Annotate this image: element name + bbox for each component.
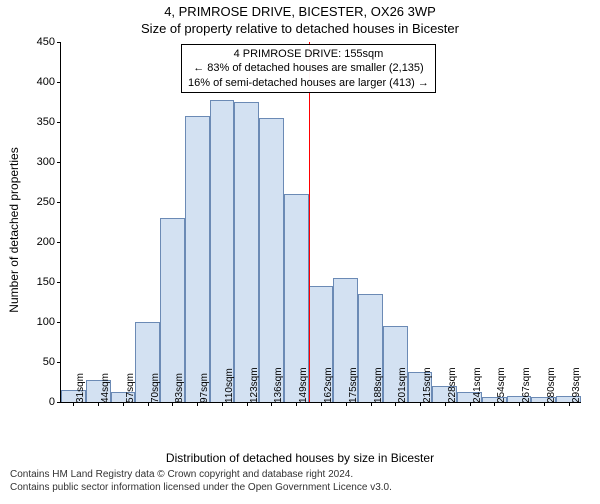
x-tick-label: 241sqm (472, 367, 483, 403)
x-tick-label: 254sqm (496, 367, 507, 403)
histogram-plot: 05010015020025030035040045031sqm44sqm57s… (60, 42, 581, 403)
x-tick-label: 123sqm (249, 367, 260, 403)
x-tick-label: 31sqm (75, 373, 86, 403)
y-tick-mark (57, 402, 61, 403)
x-tick-label: 136sqm (273, 367, 284, 403)
x-tick-label: 70sqm (150, 373, 161, 403)
footer-line-1: Contains HM Land Registry data © Crown c… (10, 469, 392, 482)
annotation-line-3: 16% of semi-detached houses are larger (… (188, 76, 429, 90)
y-tick-mark (57, 282, 61, 283)
x-tick-label: 162sqm (323, 367, 334, 403)
annotation-line-2: ← 83% of detached houses are smaller (2,… (188, 61, 429, 75)
histogram-bar (259, 118, 284, 402)
footer-attribution: Contains HM Land Registry data © Crown c… (10, 469, 392, 494)
x-axis-label: Distribution of detached houses by size … (0, 451, 600, 465)
x-tick-label: 149sqm (298, 367, 309, 403)
x-tick-label: 280sqm (546, 367, 557, 403)
y-tick-label: 0 (19, 396, 55, 408)
chart-title: 4, PRIMROSE DRIVE, BICESTER, OX26 3WP (0, 4, 600, 19)
y-tick-label: 350 (19, 116, 55, 128)
annotation-line-1: 4 PRIMROSE DRIVE: 155sqm (188, 47, 429, 61)
histogram-bar (210, 100, 235, 402)
x-tick-label: 201sqm (397, 367, 408, 403)
x-tick-label: 175sqm (348, 367, 359, 403)
x-tick-mark (123, 402, 124, 406)
x-tick-label: 110sqm (224, 368, 235, 403)
x-tick-mark (569, 402, 570, 406)
footer-line-2: Contains public sector information licen… (10, 482, 392, 495)
y-tick-mark (57, 202, 61, 203)
x-tick-mark (371, 402, 372, 406)
y-tick-label: 100 (19, 316, 55, 328)
reference-line (309, 42, 310, 402)
x-tick-mark (519, 402, 520, 406)
x-tick-label: 44sqm (100, 373, 111, 403)
histogram-bar (234, 102, 259, 402)
y-tick-label: 50 (19, 356, 55, 368)
x-tick-mark (544, 402, 545, 406)
x-tick-mark (148, 402, 149, 406)
y-tick-mark (57, 242, 61, 243)
annotation-box: 4 PRIMROSE DRIVE: 155sqm ← 83% of detach… (181, 44, 436, 93)
x-tick-mark (445, 402, 446, 406)
x-tick-label: 83sqm (174, 373, 185, 403)
chart-subtitle: Size of property relative to detached ho… (0, 21, 600, 36)
x-tick-label: 228sqm (447, 367, 458, 403)
x-tick-label: 188sqm (373, 367, 384, 403)
y-tick-label: 300 (19, 156, 55, 168)
y-tick-label: 250 (19, 196, 55, 208)
y-tick-label: 450 (19, 36, 55, 48)
x-tick-label: 267sqm (521, 367, 532, 403)
y-tick-mark (57, 122, 61, 123)
x-tick-mark (222, 402, 223, 406)
x-tick-mark (321, 402, 322, 406)
histogram-bar (185, 116, 210, 402)
y-tick-label: 200 (19, 236, 55, 248)
x-tick-label: 215sqm (422, 367, 433, 403)
x-tick-label: 293sqm (571, 367, 582, 403)
y-tick-label: 150 (19, 276, 55, 288)
x-tick-label: 97sqm (199, 373, 210, 403)
x-tick-mark (346, 402, 347, 406)
y-tick-mark (57, 322, 61, 323)
y-tick-mark (57, 42, 61, 43)
y-tick-label: 400 (19, 76, 55, 88)
y-tick-mark (57, 162, 61, 163)
y-tick-mark (57, 362, 61, 363)
x-tick-mark (470, 402, 471, 406)
x-tick-mark (247, 402, 248, 406)
x-tick-mark (98, 402, 99, 406)
x-tick-label: 57sqm (125, 373, 136, 403)
x-tick-mark (420, 402, 421, 406)
y-tick-mark (57, 82, 61, 83)
